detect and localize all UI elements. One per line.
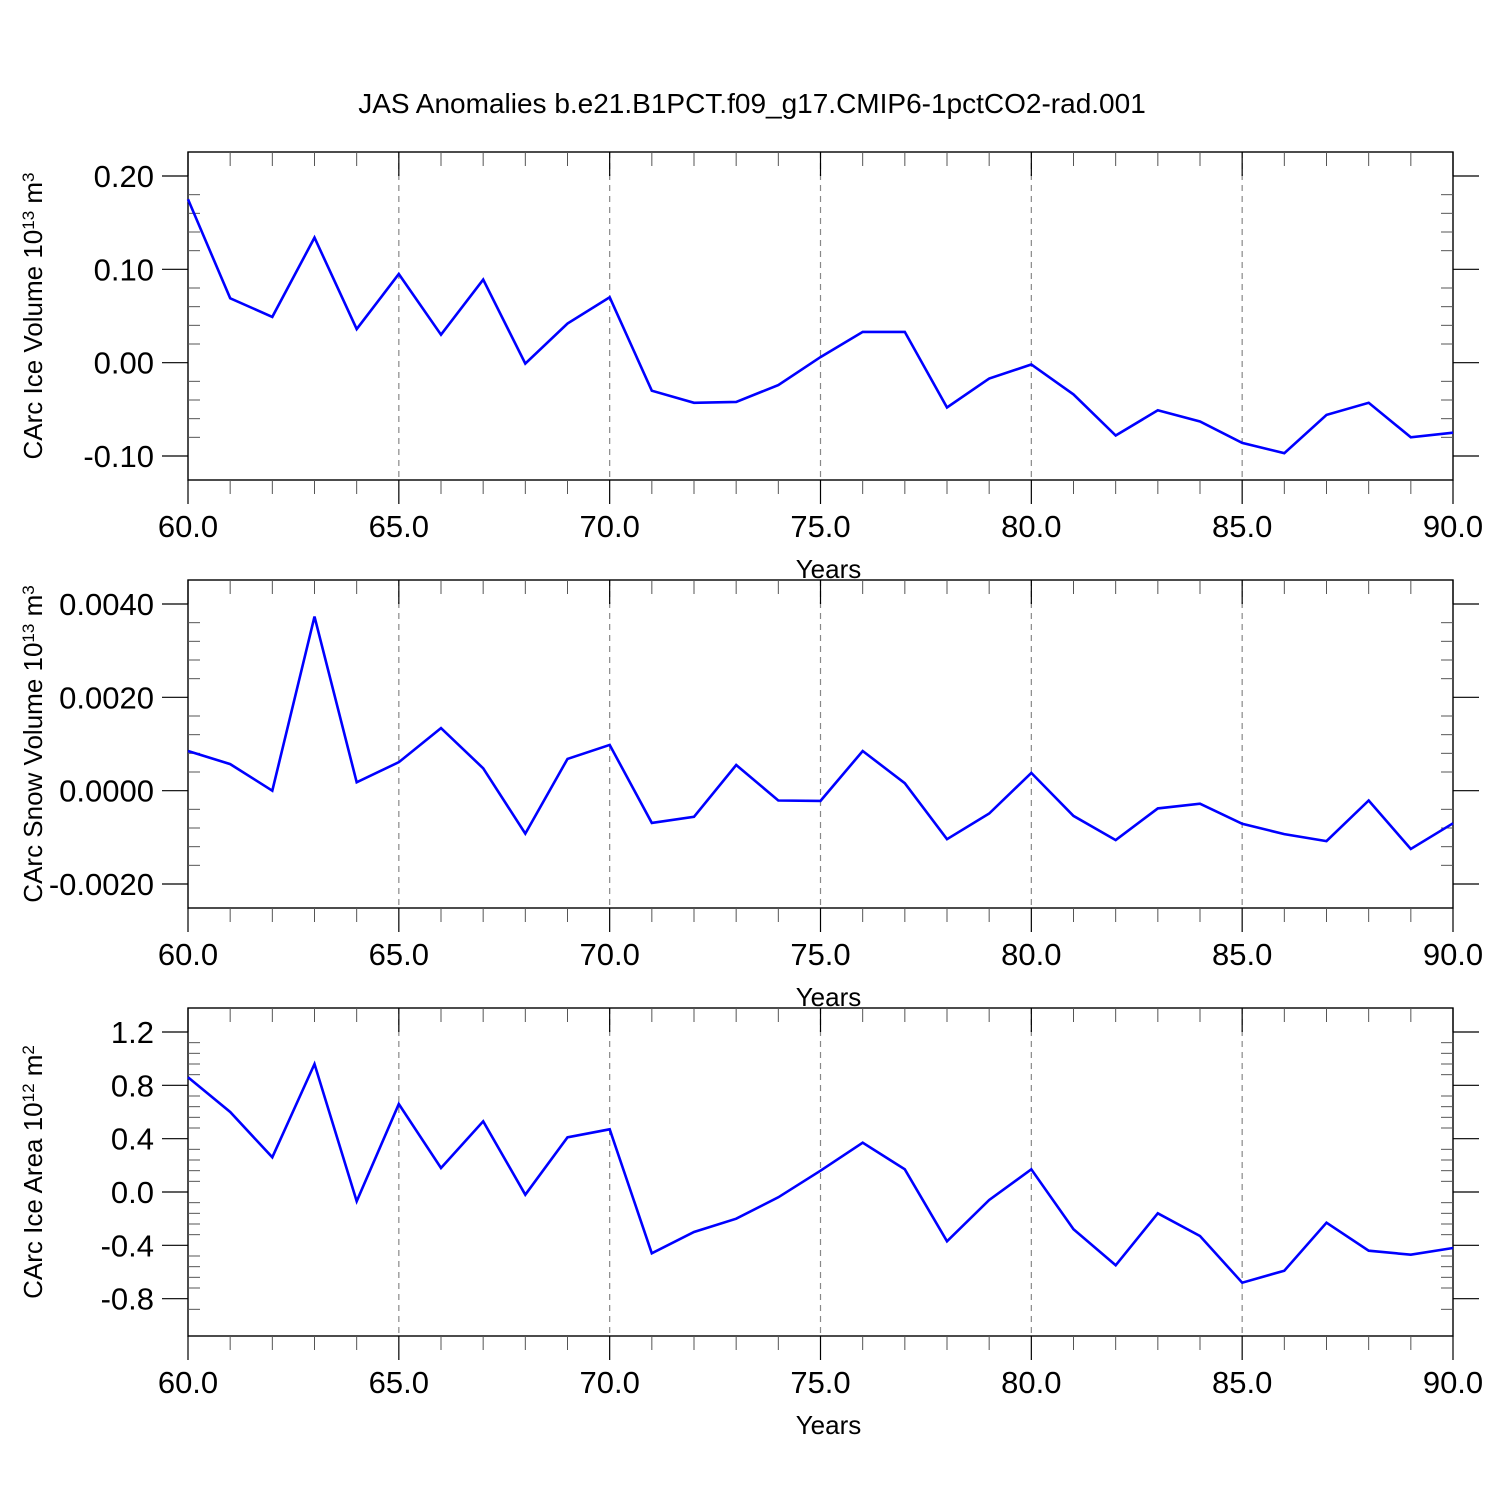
x-tick-label-80: 80.0	[1001, 937, 1061, 972]
y-tick-label-m0_4: -0.4	[101, 1228, 154, 1263]
x-tick-label-90: 90.0	[1423, 937, 1483, 972]
x-tick-label-75: 75.0	[790, 937, 850, 972]
y-tick-label-m0_002: -0.0020	[49, 867, 154, 902]
x-tick-label-70: 70.0	[579, 937, 639, 972]
y-tick-label-1_2: 1.2	[111, 1015, 154, 1050]
x-tick-label-90: 90.0	[1423, 1365, 1483, 1400]
y-tick-label-m0_1: -0.10	[83, 439, 154, 474]
panel-3: 60.0 65.0 70.0 75.0 80.0 85.0 90.0 -0.8 -0.4 0.0 0…	[18, 1007, 1483, 1440]
x-tick-label-65: 65.0	[369, 937, 429, 972]
series-line	[187, 616, 1454, 851]
x-axis-label: Years	[796, 554, 862, 584]
y-tick-label-0_1: 0.10	[94, 252, 154, 287]
x-tick-label-60: 60.0	[158, 509, 218, 544]
x-tick-label-85: 85.0	[1212, 1365, 1272, 1400]
x-tick-label-85: 85.0	[1212, 509, 1272, 544]
y-tick-label-0: 0.0	[111, 1175, 154, 1210]
x-tick-label-75: 75.0	[790, 509, 850, 544]
x-tick-label-60: 60.0	[158, 937, 218, 972]
x-tick-label-65: 65.0	[369, 1365, 429, 1400]
y-tick-label-0: 0.00	[94, 346, 154, 381]
panel-1: 60.0 65.0 70.0 75.0 80.0 85.0 90.0 -0.10 0.00 0.1…	[18, 151, 1483, 584]
y-tick-label-0: 0.0000	[59, 774, 154, 809]
x-tick-label-65: 65.0	[369, 509, 429, 544]
series-line	[187, 1060, 1454, 1285]
y-axis-label: CArc Ice Area 1012 m2	[18, 1045, 48, 1299]
y-tick-label-m0_8: -0.8	[101, 1282, 154, 1317]
x-axis-label: Years	[796, 1410, 862, 1440]
x-tick-label-80: 80.0	[1001, 509, 1061, 544]
panel-2: 60.0 65.0 70.0 75.0 80.0 85.0 90.0 -0.0020 0.000…	[18, 579, 1483, 1012]
panels: 60.0 65.0 70.0 75.0 80.0 85.0 90.0 -0.10 0.00 0.1…	[18, 151, 1483, 1440]
series-line	[186, 198, 1454, 455]
y-tick-label-0_2: 0.20	[94, 159, 154, 194]
y-tick-label-0_002: 0.0020	[59, 680, 154, 715]
x-axis-label: Years	[796, 982, 862, 1012]
x-tick-label-85: 85.0	[1212, 937, 1272, 972]
x-tick-label-70: 70.0	[579, 509, 639, 544]
x-tick-label-60: 60.0	[158, 1365, 218, 1400]
y-tick-label-0_004: 0.0040	[59, 587, 154, 622]
x-tick-label-90: 90.0	[1423, 509, 1483, 544]
figure-title: JAS Anomalies b.e21.B1PCT.f09_g17.CMIP6-…	[358, 88, 1146, 119]
x-tick-label-70: 70.0	[579, 1365, 639, 1400]
y-tick-label-0_8: 0.8	[111, 1068, 154, 1103]
y-axis-label: CArc Snow Volume 1013 m3	[18, 585, 48, 902]
x-tick-label-80: 80.0	[1001, 1365, 1061, 1400]
x-tick-label-75: 75.0	[790, 1365, 850, 1400]
y-axis-label: CArc Ice Volume 1013 m3	[18, 172, 48, 459]
y-tick-label-0_4: 0.4	[111, 1122, 154, 1157]
